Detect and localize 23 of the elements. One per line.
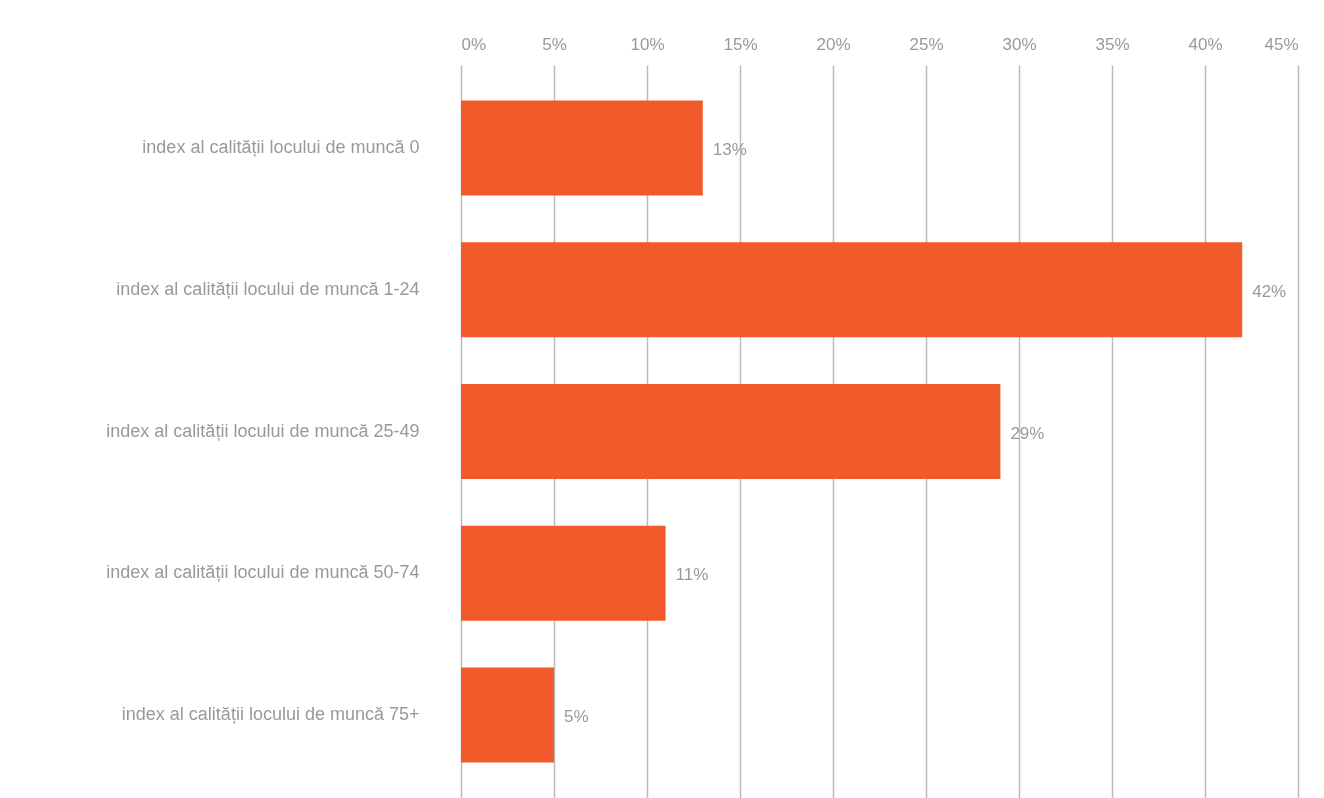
data-label: 42%: [1252, 281, 1287, 301]
x-tick-label: 15%: [723, 34, 758, 54]
data-label: 5%: [564, 707, 589, 727]
data-label: 11%: [675, 565, 709, 585]
x-tick-label: 40%: [1188, 34, 1223, 54]
x-tick-label: 35%: [1095, 34, 1130, 54]
y-tick-label: index al calității locului de muncă 75+: [121, 704, 420, 725]
bar: [461, 242, 1243, 338]
bar: [461, 667, 554, 763]
bar: [461, 384, 1001, 479]
x-tick-label: 20%: [816, 34, 851, 54]
x-tick-label: 30%: [1002, 34, 1037, 54]
bar: [461, 100, 703, 196]
x-tick-label: 5%: [542, 34, 567, 54]
y-tick-label: index al calității locului de muncă 50-74: [106, 562, 420, 583]
y-tick-label: index al calității locului de muncă 25-49: [106, 420, 420, 441]
x-tick-label: 0%: [461, 34, 487, 54]
y-tick-label: index al calității locului de muncă 0: [142, 136, 420, 157]
x-tick-label: 45%: [1264, 34, 1299, 54]
y-tick-label: index al calității locului de muncă 1-24: [116, 278, 420, 299]
bar: [461, 525, 666, 621]
x-tick-label: 10%: [630, 34, 665, 54]
x-tick-label: 25%: [909, 34, 944, 54]
